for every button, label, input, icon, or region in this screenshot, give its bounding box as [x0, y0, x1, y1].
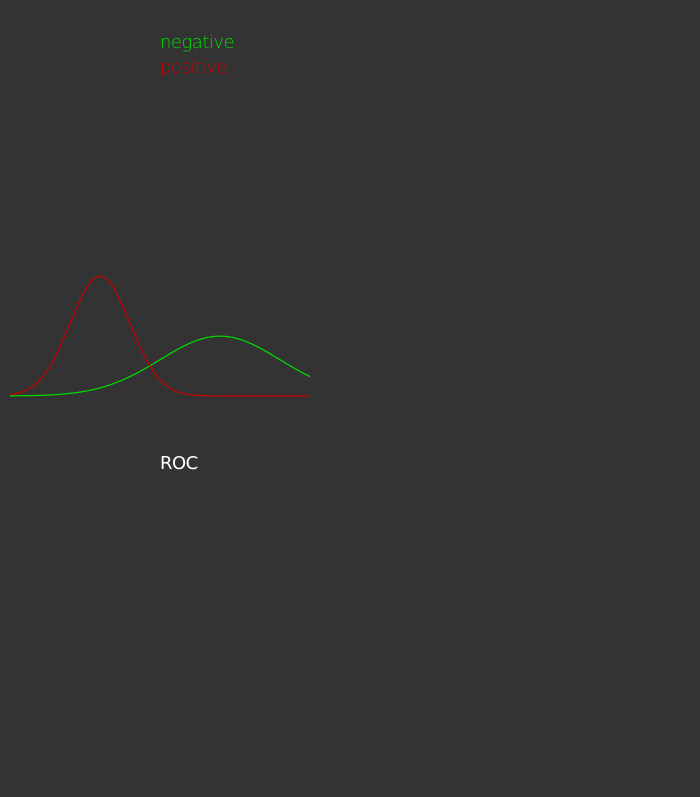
roc-label: ROC: [160, 453, 198, 474]
legend-item-negative: negative: [160, 32, 235, 53]
legend-item-positive: positive: [160, 57, 227, 78]
series-line-negative: [9, 335, 311, 397]
series-line-positive: [9, 275, 310, 397]
legend: negative positive: [160, 30, 235, 80]
